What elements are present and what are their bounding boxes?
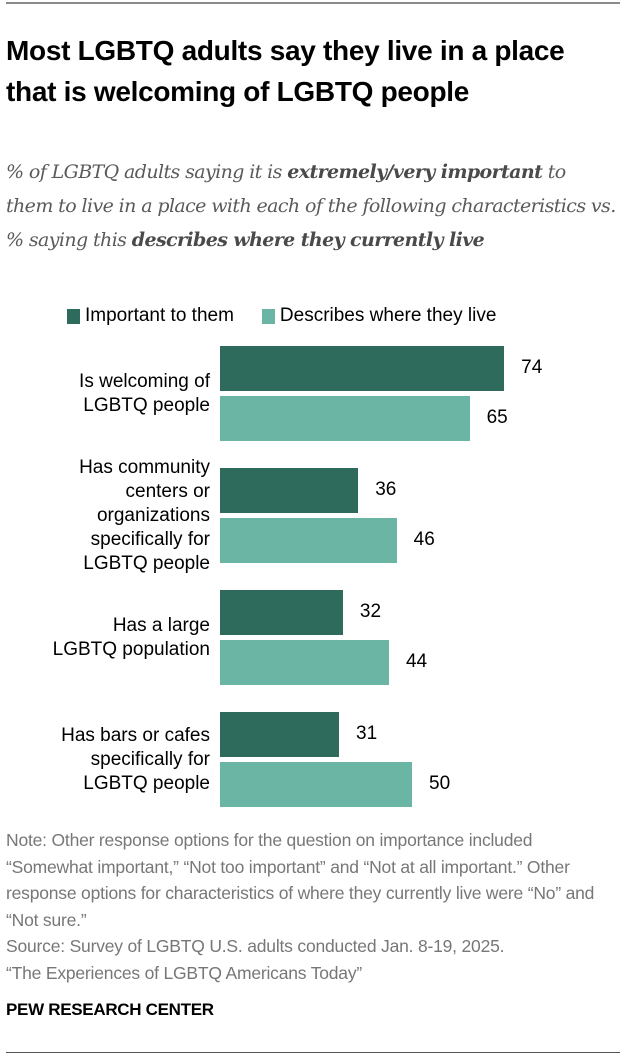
source-text: Source: Survey of LGBTQ U.S. adults cond… — [6, 936, 505, 956]
subtitle-segment: extremely/very important — [287, 161, 543, 183]
legend-swatch-describes — [261, 308, 275, 324]
subtitle-segment: % of LGBTQ adults saying it is — [6, 161, 288, 183]
legend-item-important: Important to them — [67, 305, 234, 327]
category-label: Has community centers or organizations spec… — [79, 456, 210, 576]
chart-subtitle: % of LGBTQ adults saying it is extremely… — [6, 155, 616, 257]
data-label: 44 — [405, 651, 428, 672]
legend-label-describes: Describes where they live — [279, 305, 497, 326]
bar-describes — [220, 518, 397, 563]
category-label-line: LGBTQ population — [52, 638, 210, 660]
bar-describes — [220, 762, 412, 807]
bar-important — [220, 346, 505, 391]
legend-swatch-important — [67, 308, 80, 324]
brand-logo-text: PEW RESEARCH CENTER — [6, 1000, 214, 1019]
category-label-line: centers or — [125, 480, 210, 502]
bar-describes — [220, 640, 389, 685]
data-label: 74 — [521, 357, 543, 378]
data-label: 46 — [413, 529, 435, 550]
category-label-line: LGBTQ people — [83, 552, 210, 574]
category-label: Has a large LGBTQ population — [53, 614, 210, 662]
bar-important — [220, 468, 359, 513]
top-rule — [6, 2, 620, 4]
category-label: Is welcoming of LGBTQ people — [79, 370, 210, 418]
chart-title: Most LGBTQ adults say they live in a pla… — [6, 35, 565, 107]
legend-label-important: Important to them — [85, 305, 234, 326]
data-label: 32 — [359, 601, 382, 622]
data-label: 36 — [375, 479, 397, 500]
category-label-line: Has a large — [112, 614, 210, 636]
bar-important — [220, 712, 340, 757]
subtitle-segment: describes where they currently live — [131, 229, 485, 251]
footnote: Note: Other response options for the que… — [6, 827, 618, 986]
data-label: 50 — [429, 773, 451, 794]
data-label: 65 — [486, 407, 508, 428]
category-label-line: LGBTQ people — [83, 394, 210, 416]
report-title: “The Experiences of LGBTQ Americans Toda… — [6, 962, 363, 983]
category-label-line: Is welcoming of — [79, 370, 210, 392]
category-label-line: LGBTQ people — [83, 772, 210, 794]
category-label-line: Has community — [79, 456, 210, 478]
data-label: 31 — [356, 723, 378, 744]
subtitle-segment: to them to live in a place with each of … — [6, 161, 616, 251]
note-text: Note: Other response options for the que… — [6, 830, 595, 930]
bar-describes — [220, 396, 470, 441]
legend-item-describes: Describes where they live — [261, 305, 497, 327]
category-label-line: specifically for — [90, 528, 210, 550]
category-label-line: Has bars or cafes — [61, 724, 210, 746]
category-label: Has bars or cafes specifically for LGBTQ p… — [61, 724, 210, 796]
bottom-rule — [6, 1052, 620, 1053]
bar-important — [220, 590, 343, 635]
category-label-line: specifically for — [90, 748, 210, 770]
category-label-line: organizations — [96, 504, 210, 526]
legend: Important to them Describes where they l… — [67, 305, 524, 327]
